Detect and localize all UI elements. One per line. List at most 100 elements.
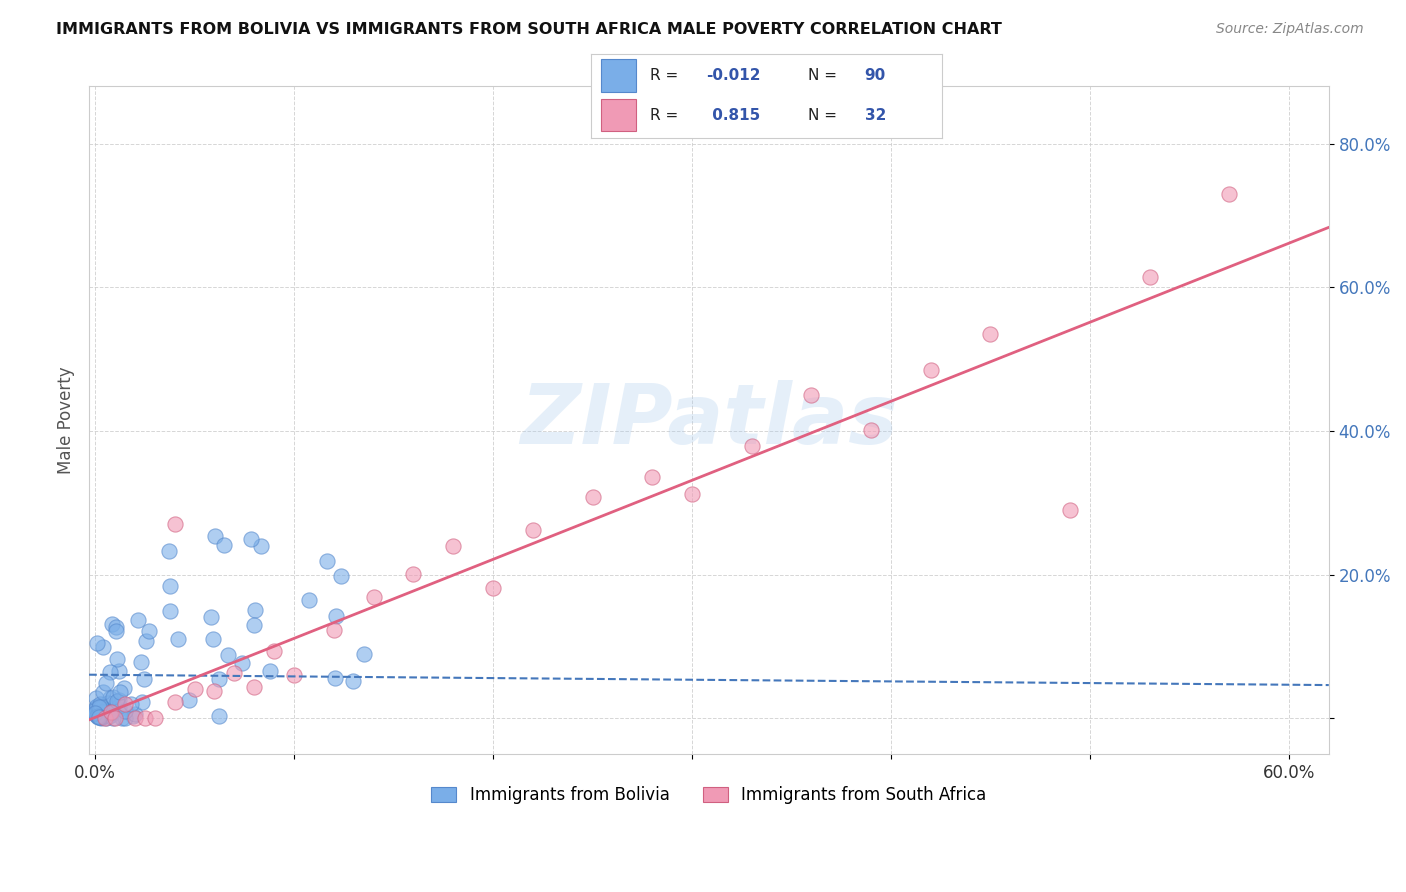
Point — [87, 710, 110, 724]
Point — [101, 711, 124, 725]
Point — [84, 706, 107, 721]
Point — [208, 672, 231, 686]
Point — [249, 539, 271, 553]
Point — [91, 705, 114, 719]
Point — [323, 671, 346, 685]
Point — [402, 566, 425, 581]
Point — [1218, 187, 1240, 202]
Point — [124, 711, 146, 725]
Point — [84, 707, 107, 722]
Point — [124, 707, 146, 722]
Point — [90, 700, 112, 714]
Point — [86, 709, 108, 723]
Point — [131, 695, 153, 709]
Point — [108, 698, 131, 713]
Point — [243, 603, 266, 617]
Point — [741, 439, 763, 453]
Point — [105, 652, 128, 666]
Point — [105, 693, 128, 707]
Point — [204, 529, 226, 543]
Point — [283, 668, 305, 682]
Point — [89, 699, 111, 714]
Y-axis label: Male Poverty: Male Poverty — [58, 367, 75, 474]
Point — [201, 632, 224, 647]
Point — [89, 710, 111, 724]
Point — [90, 704, 112, 718]
Point — [91, 699, 114, 714]
Point — [243, 618, 266, 632]
Point — [259, 664, 281, 678]
Point — [90, 701, 112, 715]
Point — [114, 705, 136, 719]
Text: R =: R = — [650, 108, 679, 123]
Point — [120, 697, 142, 711]
Point — [103, 690, 125, 704]
Point — [641, 469, 664, 483]
Point — [101, 616, 124, 631]
Point — [860, 423, 883, 437]
Point — [920, 363, 942, 377]
Point — [87, 709, 110, 723]
Point — [200, 610, 222, 624]
Point — [159, 604, 181, 618]
Text: ZIPatlas: ZIPatlas — [520, 380, 898, 461]
Point — [96, 711, 118, 725]
Point — [134, 673, 156, 687]
Point — [97, 709, 120, 723]
Point — [91, 706, 114, 721]
Point — [342, 673, 364, 688]
Point — [84, 707, 107, 722]
Point — [94, 675, 117, 690]
Point — [108, 693, 131, 707]
Point — [100, 705, 122, 719]
Point — [441, 539, 464, 553]
Point — [329, 569, 352, 583]
Bar — [602, 60, 636, 92]
Point — [143, 711, 166, 725]
Point — [87, 705, 110, 719]
Point — [979, 326, 1001, 341]
Point — [325, 609, 347, 624]
Text: 0.815: 0.815 — [707, 108, 759, 123]
Point — [1139, 270, 1161, 285]
Text: -0.012: -0.012 — [707, 68, 761, 83]
Point — [127, 613, 149, 627]
Point — [183, 682, 205, 697]
Point — [90, 711, 112, 725]
Legend: Immigrants from Bolivia, Immigrants from South Africa: Immigrants from Bolivia, Immigrants from… — [423, 778, 995, 813]
Text: 32: 32 — [865, 108, 886, 123]
Point — [134, 711, 156, 725]
Point — [93, 685, 115, 699]
Point — [298, 593, 321, 607]
Point — [94, 704, 117, 718]
Point — [91, 640, 114, 654]
Point — [105, 624, 128, 639]
Point — [224, 665, 246, 680]
Point — [353, 647, 375, 661]
Point — [163, 695, 186, 709]
Point — [86, 698, 108, 713]
Point — [263, 644, 285, 658]
Point — [159, 579, 181, 593]
Point — [129, 655, 152, 669]
Point — [84, 699, 107, 714]
Point — [322, 623, 344, 637]
Point — [482, 581, 505, 595]
Point — [86, 636, 108, 650]
Point — [315, 553, 337, 567]
Point — [89, 698, 111, 712]
Text: IMMIGRANTS FROM BOLIVIA VS IMMIGRANTS FROM SOUTH AFRICA MALE POVERTY CORRELATION: IMMIGRANTS FROM BOLIVIA VS IMMIGRANTS FR… — [56, 22, 1002, 37]
Point — [204, 683, 226, 698]
Point — [94, 711, 117, 725]
Point — [90, 710, 112, 724]
Point — [98, 706, 121, 720]
Point — [86, 706, 108, 720]
Point — [157, 544, 180, 558]
Text: N =: N = — [808, 68, 838, 83]
Point — [208, 708, 231, 723]
Point — [581, 491, 603, 505]
Point — [363, 591, 385, 605]
Point — [105, 620, 128, 634]
Point — [91, 710, 114, 724]
Point — [84, 702, 107, 716]
